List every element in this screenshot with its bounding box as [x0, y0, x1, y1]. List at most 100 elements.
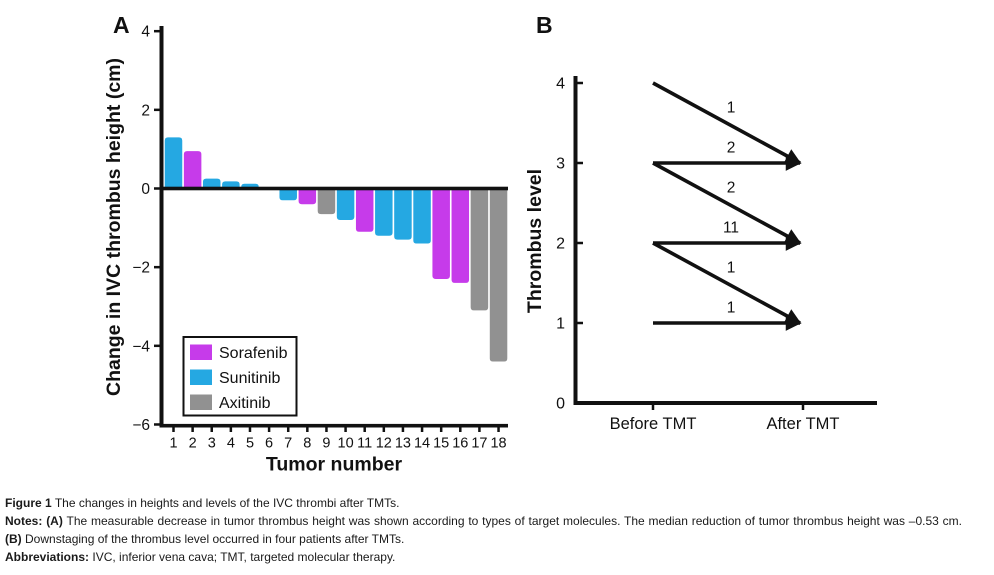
panel-a-y-tick [154, 344, 160, 348]
bar-tumor-7 [279, 188, 297, 201]
panel-b-x-label-before-tmt: Before TMT [610, 415, 697, 433]
panel-a-x-tick [420, 427, 424, 432]
note-a-label: (A) [46, 514, 63, 528]
bar-tumor-3 [202, 178, 221, 189]
panel-b-y-tick [577, 321, 583, 325]
bar-tumor-15 [432, 188, 450, 279]
panel-a-y-tick [154, 187, 160, 190]
legend-label-axitinib: Axitinib [219, 395, 271, 412]
bar-tumor-1 [164, 137, 183, 189]
panel-a-y-tick-label: 2 [141, 102, 150, 119]
panel-a-y-tick-label: −6 [132, 417, 150, 434]
arrow-count-label: 11 [723, 220, 739, 237]
caption-title-line: Figure 1 The changes in heights and leve… [5, 494, 962, 512]
panel-b-y-tick [577, 81, 583, 85]
panel-a-x-tick-label: 14 [414, 436, 430, 452]
panel-a-x-tick-label: 11 [357, 436, 372, 452]
panel-b-y-axis [573, 76, 578, 405]
bar-tumor-10 [336, 188, 355, 220]
panel-a-x-tick [229, 427, 233, 432]
bar-tumor-11 [355, 188, 374, 232]
panel-a-zero-line [159, 186, 508, 191]
panel-b-y-tick-label: 4 [556, 76, 565, 93]
notes-label: Notes: [5, 514, 43, 528]
panel-a-x-tick-label: 15 [433, 436, 449, 452]
panel-a-x-tick-label: 3 [208, 436, 216, 452]
panel-a-x-axis-title: Tumor number [266, 454, 403, 476]
panel-a-x-tick-label: 13 [395, 436, 411, 452]
panel-a-x-tick [497, 427, 500, 432]
bar-tumor-12 [375, 188, 393, 236]
panel-a-x-tick-label: 18 [490, 436, 506, 452]
panel-a-x-tick [478, 427, 481, 432]
caption-abbreviations: Abbreviations: IVC, inferior vena cava; … [5, 548, 962, 566]
panel-a-y-tick-label: 0 [141, 181, 150, 198]
panel-b-x-tick [801, 405, 805, 410]
panel-a-x-tick [344, 427, 347, 432]
panel-b-y-tick [577, 161, 583, 165]
panel-b-x-label-after-tmt: After TMT [766, 415, 839, 433]
panel-a-y-tick-label: 4 [141, 24, 150, 41]
panel-a-x-tick [306, 427, 309, 432]
panel-a-y-axis-title: Change in IVC thrombus height (cm) [103, 58, 125, 396]
legend-label-sunitinib: Sunitinib [219, 370, 280, 387]
panel-a-x-tick [401, 427, 405, 432]
panel-a-x-tick-label: 10 [338, 436, 354, 452]
bar-tumor-8 [298, 188, 317, 205]
bar-tumor-13 [394, 188, 412, 240]
arrow-level-3-to-2 [652, 161, 802, 245]
panel-b-y-tick-label: 0 [556, 396, 565, 413]
abbreviations-label: Abbreviations: [5, 550, 90, 564]
arrow-count-label: 2 [727, 180, 736, 197]
panel-b-x-axis [573, 401, 877, 405]
panel-a-y-tick [154, 108, 160, 112]
panel-a-x-tick [382, 427, 386, 432]
panel-a-x-tick [172, 427, 175, 432]
panel-a-x-tick [439, 427, 443, 432]
legend-swatch-sunitinib [190, 369, 212, 385]
panel-a-y-tick-label: −4 [132, 338, 150, 355]
panel-a-x-axis [159, 423, 508, 428]
note-b-label: (B) [5, 532, 22, 546]
arrow-count-label: 1 [727, 260, 736, 277]
legend-swatch-axitinib [190, 394, 212, 410]
bar-tumor-14 [413, 188, 431, 244]
figure-caption: Figure 1 The changes in heights and leve… [5, 494, 962, 566]
arrow-count-label: 1 [727, 300, 736, 317]
arrow-level-4-to-3 [652, 81, 802, 165]
panel-a-x-tick-label: 2 [189, 436, 197, 452]
figure-charts-svg: 420−2−4−61 2 3 4 5 6 7 8 9 10 11 12 13 14 15 16 17 18Tumo… [103, 12, 877, 476]
panel-a-x-tick [191, 427, 194, 432]
bar-tumor-2 [183, 151, 202, 189]
panel-b-y-tick [577, 241, 583, 245]
panel-a-x-tick-label: 6 [265, 436, 273, 452]
panel-b-y-tick-label: 2 [556, 236, 565, 253]
panel-a-y-tick [154, 265, 160, 269]
panel-a-waterfall-chart: 420−2−4−61 2 3 4 5 6 7 8 9 10 11 12 13 14 15 16 17 18Tumo… [103, 12, 508, 476]
panel-a-x-tick [363, 427, 366, 432]
panel-a-x-tick [459, 427, 462, 432]
panel-a-y-tick [154, 29, 160, 33]
bar-tumor-9 [317, 188, 336, 215]
panel-a-x-tick-label: 8 [303, 436, 311, 452]
arrow-count-label: 1 [727, 100, 736, 117]
panel-a-x-tick [248, 427, 252, 432]
panel-b-y-tick [577, 401, 583, 405]
panel-b-y-axis-title: Thrombus level [524, 169, 546, 313]
panel-b-y-tick-label: 1 [556, 316, 565, 333]
panel-a-y-axis [159, 26, 164, 428]
panel-b-slope-chart: 4 3 2 1 0 Before TMT After TMT Thrombus level B 1… [524, 12, 877, 433]
bar-tumor-18 [489, 188, 508, 362]
panel-b-y-tick-label: 3 [556, 156, 565, 173]
panel-a-x-tick-label: 7 [284, 436, 292, 452]
panel-a-y-tick-label: −2 [132, 260, 150, 277]
legend-swatch-sorafenib [190, 344, 212, 360]
panel-a-x-tick-label: 12 [376, 436, 392, 452]
panel-a-y-tick [154, 423, 160, 426]
panel-a-x-tick-label: 1 [169, 436, 177, 452]
panel-a-x-tick-label: 4 [227, 436, 235, 452]
arrow-level-2-to-1 [652, 241, 802, 325]
panel-a-x-tick [210, 427, 213, 432]
panel-a-x-tick-label: 5 [246, 436, 254, 452]
bar-tumor-17 [470, 188, 489, 311]
